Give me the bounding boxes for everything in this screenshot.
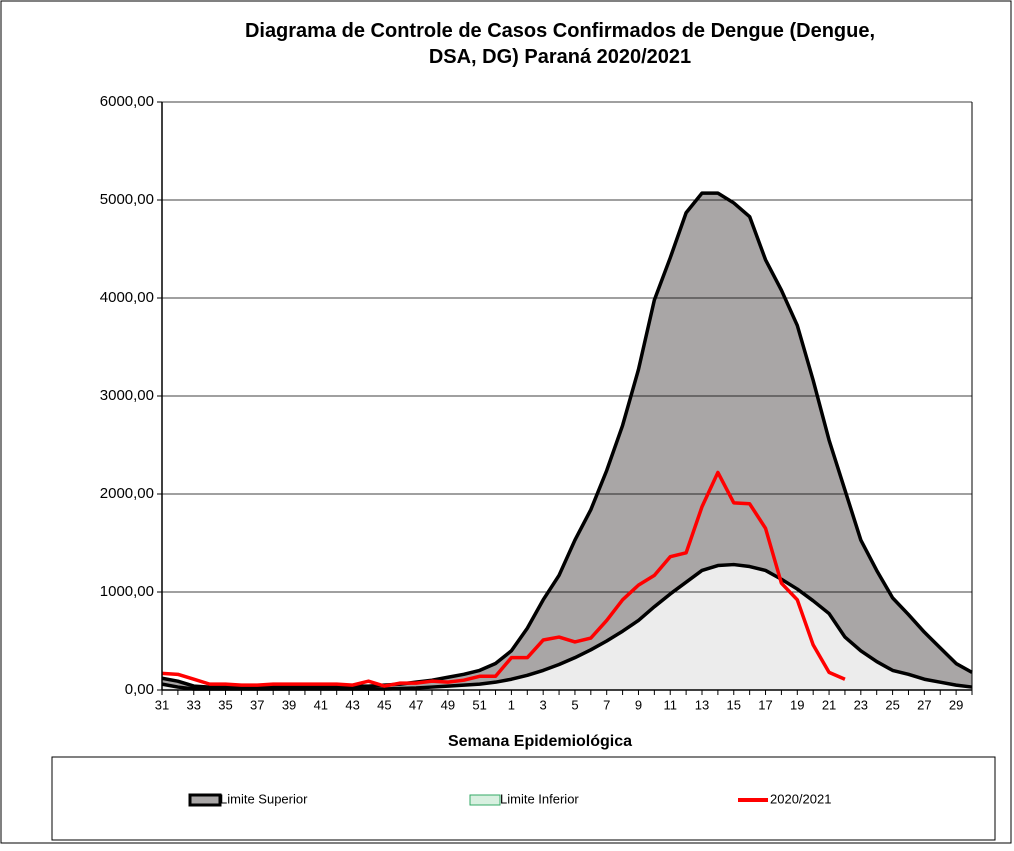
area-edge [161,562,973,691]
y-tick-label: 0,00 [125,681,154,698]
legend-label: Limite Superior [220,791,308,806]
x-tick-label: 47 [409,697,423,712]
legend-label: 2020/2021 [770,791,831,806]
y-tick-label: 3000,00 [100,387,154,404]
legend-swatch [188,793,222,807]
x-tick-label: 15 [727,697,741,712]
area-fill [162,564,972,690]
legend-swatch [469,794,501,806]
chart-title: Diagrama de Controle de Casos Confirmado… [245,20,875,68]
x-tick-label: 17 [758,697,772,712]
x-tick-label: 27 [917,697,931,712]
x-tick-label: 1 [508,697,515,712]
y-tick-label: 2000,00 [100,485,154,502]
y-tick-label: 6000,00 [100,93,154,110]
x-tick-label: 49 [441,697,455,712]
x-tick-label: 37 [250,697,264,712]
x-tick-label: 45 [377,697,391,712]
x-tick-label: 33 [187,697,201,712]
line [161,470,846,688]
x-tick-label: 5 [571,697,578,712]
x-axis-title: Semana Epidemiológica [448,733,632,750]
area-edge [161,191,973,689]
x-tick-label: 19 [790,697,804,712]
x-tick-label: 7 [603,697,610,712]
x-tick-label: 23 [854,697,868,712]
x-tick-label: 13 [695,697,709,712]
x-tick-label: 43 [345,697,359,712]
legend-box [51,756,996,841]
y-tick-label: 4000,00 [100,289,154,306]
x-tick-label: 9 [635,697,642,712]
x-tick-label: 51 [472,697,486,712]
x-tick-label: 11 [663,697,677,712]
x-tick-label: 35 [218,697,232,712]
x-tick-label: 41 [314,697,328,712]
legend-label: Limite Inferior [500,791,579,806]
y-tick-label: 1000,00 [100,583,154,600]
x-tick-label: 31 [155,697,169,712]
x-tick-label: 21 [822,697,836,712]
y-tick-label: 5000,00 [100,191,154,208]
x-tick-label: 25 [885,697,899,712]
x-tick-label: 29 [949,697,963,712]
x-tick-label: 3 [540,697,547,712]
x-tick-label: 39 [282,697,296,712]
area-fill [162,193,972,690]
